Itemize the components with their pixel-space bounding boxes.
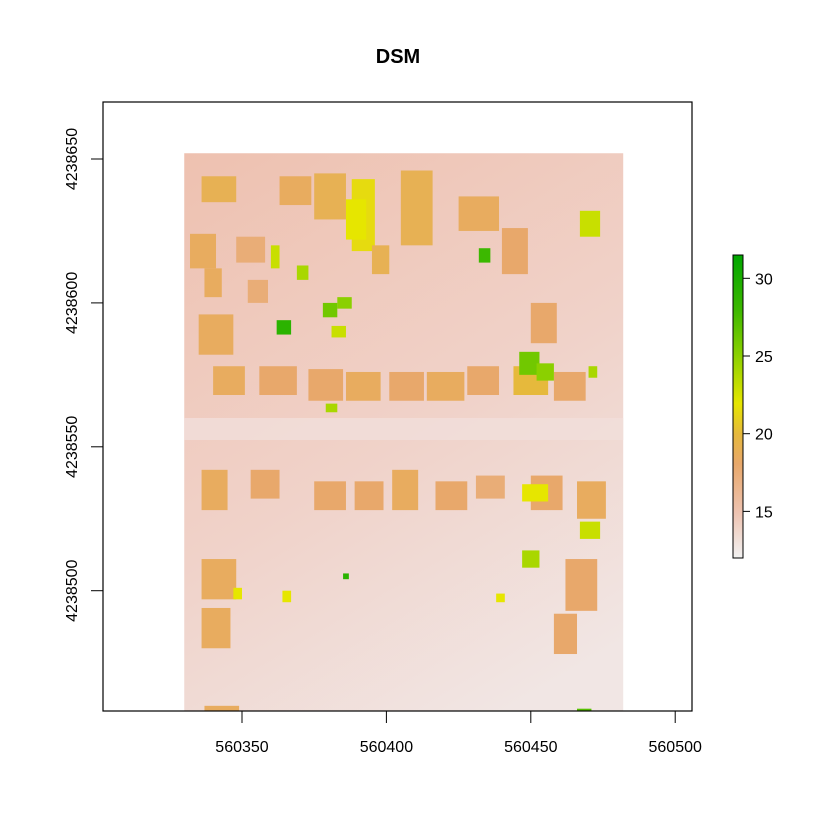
building-block [400,170,433,246]
x-tick-label: 560350 [215,739,268,756]
vegetation-patch [345,199,367,240]
vegetation-patch [522,484,549,502]
y-tick-label: 4238500 [64,559,81,621]
chart-title: DSM [376,46,420,68]
building-block [565,714,600,743]
y-tick-label: 4238650 [64,128,81,190]
building-block [475,475,505,499]
colorbar [732,254,744,559]
building-block [190,233,217,269]
building-block [467,366,500,395]
vegetation-patch [296,265,309,280]
colorbar-legend: 15 20 25 30 [732,254,773,559]
building-block [345,371,381,401]
building-block [435,481,468,511]
vegetation-patch [577,708,592,711]
building-block [204,705,240,711]
y-tick-label: 4238550 [64,416,81,478]
building-block [389,371,424,401]
vegetation-patch [337,297,352,309]
vegetation-patch [270,245,280,269]
building-block [250,469,280,499]
x-axis: 560350 560400 560450 560500 [215,711,702,756]
building-block [259,366,297,395]
plot-frame [102,101,693,712]
building-block [441,714,476,743]
building-block [314,481,346,511]
building-block [501,228,528,275]
colorbar-tick-label: 25 [755,349,773,366]
building-block [201,469,228,511]
vegetation-patch [233,587,242,600]
building-block [553,371,586,401]
building-block [530,302,557,344]
building-block [303,714,341,743]
vegetation-patch [369,761,383,778]
vegetation-patch [519,351,540,375]
y-axis: 4238500 4238550 4238600 4238650 [64,128,103,622]
building-block [213,366,245,395]
vegetation-patch [579,210,601,237]
building-block [279,176,312,206]
building-block [553,613,578,655]
colorbar-tick-label: 15 [755,504,773,521]
building-block [314,173,346,220]
vegetation-patch [331,325,346,338]
colorbar-tick-label: 30 [755,271,773,288]
building-block [247,279,268,303]
building-block [371,245,390,275]
x-tick-label: 560400 [360,739,413,756]
vegetation-patch [536,363,554,381]
vegetation-patch [478,248,491,263]
vegetation-patch [282,590,292,603]
x-tick-label: 560500 [649,739,702,756]
building-block [354,481,384,511]
dsm-raster [184,153,624,778]
building-block [201,559,237,600]
vegetation-patch [325,403,338,413]
colorbar-tick-label: 20 [755,427,773,444]
building-block [577,481,606,519]
vegetation-patch [588,366,598,378]
vegetation-patch [579,521,601,539]
vegetation-patch [522,550,540,568]
building-block [236,236,266,263]
x-tick-label: 560450 [504,739,557,756]
vegetation-patch [322,302,338,318]
colorbar-ticks: 15 20 25 30 [743,271,773,521]
building-block [198,314,234,355]
building-block [201,607,231,649]
vegetation-patch [496,593,505,603]
vegetation-patch [276,320,292,335]
road-band [184,418,624,441]
building-block [458,196,500,231]
vegetation-patch [473,732,482,744]
building-block [308,369,344,401]
building-block [392,469,419,511]
building-block [204,268,222,298]
y-tick-label: 4238600 [64,272,81,334]
vegetation-patch [343,573,349,580]
building-block [201,176,237,203]
building-block [426,371,465,401]
building-block [565,559,598,611]
